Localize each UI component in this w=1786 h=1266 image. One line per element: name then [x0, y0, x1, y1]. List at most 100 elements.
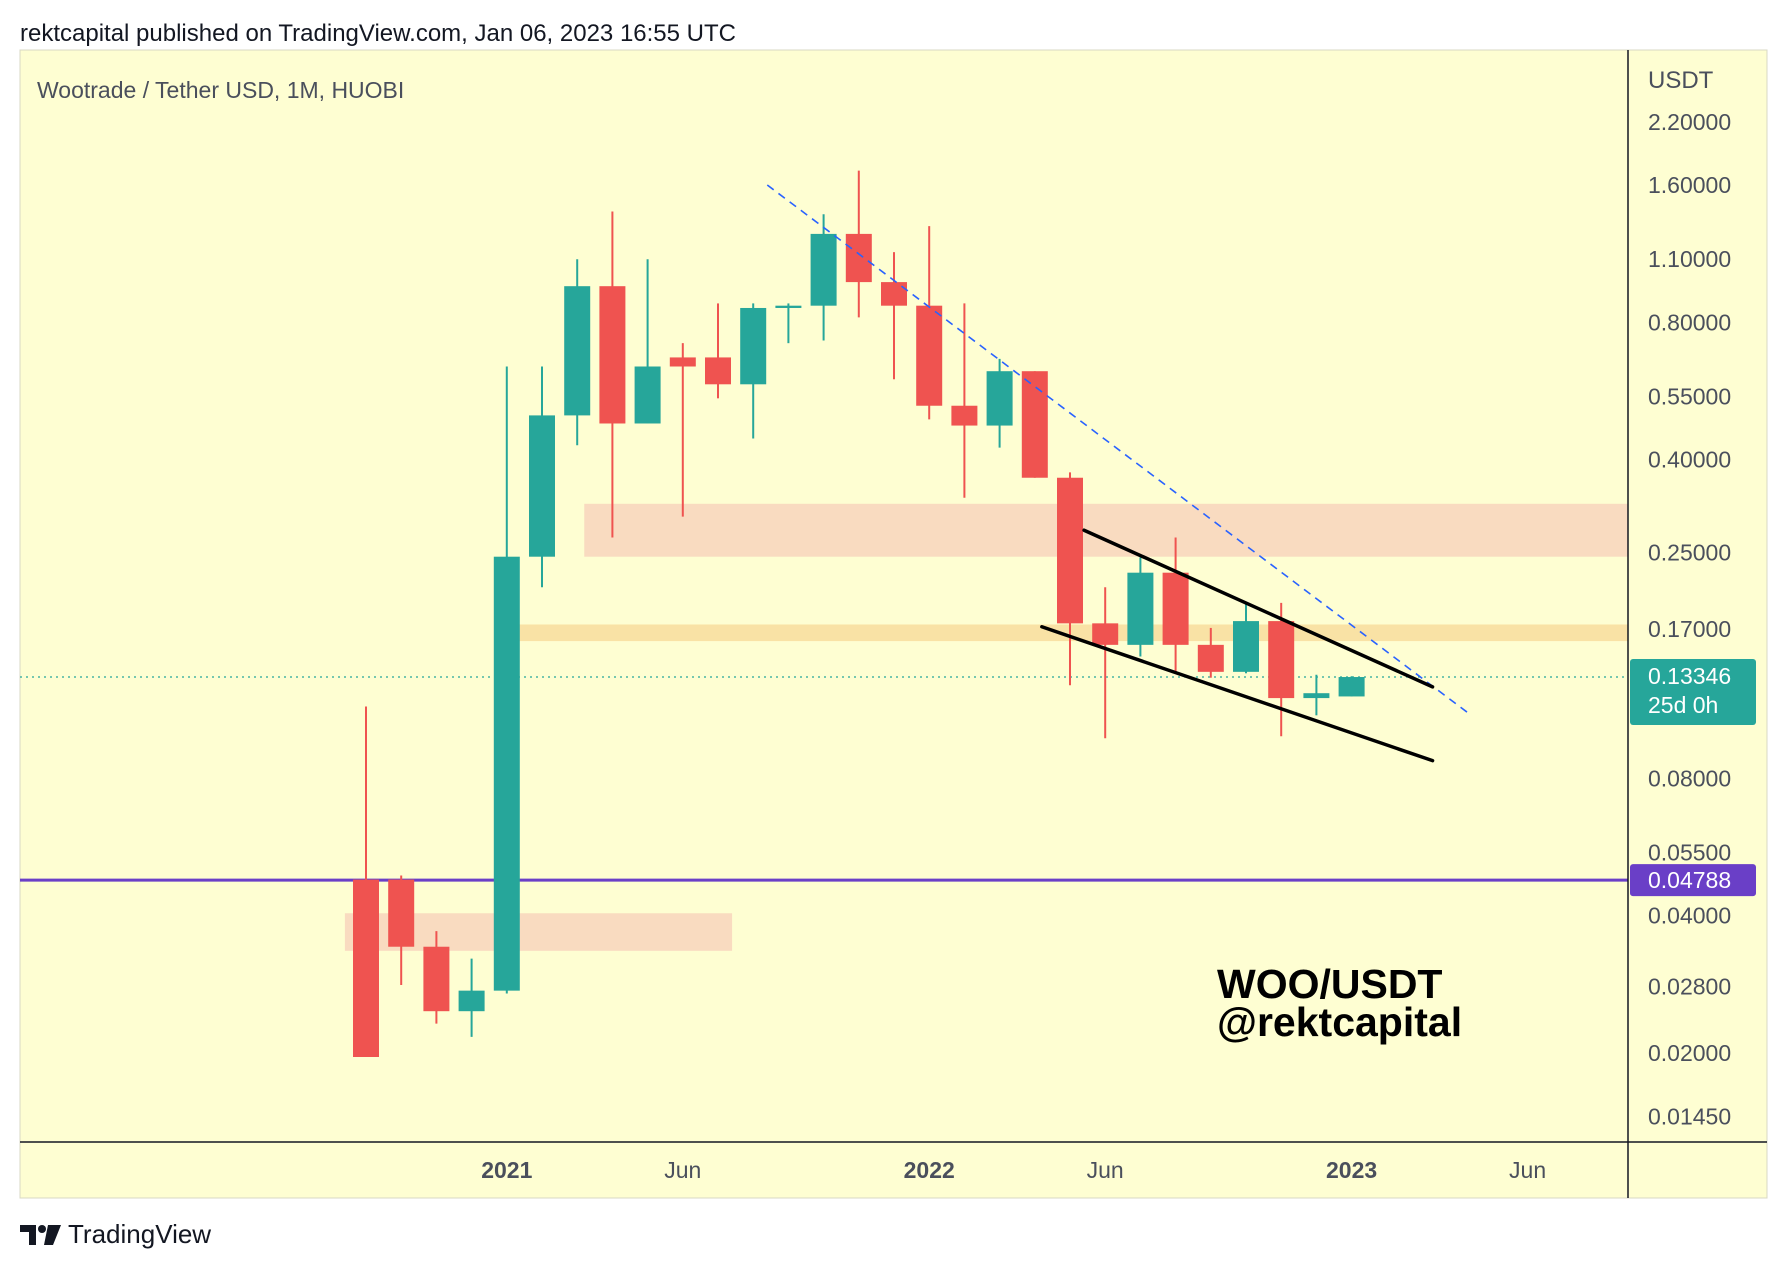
candle-body	[1021, 371, 1048, 478]
candle-2021-02	[529, 366, 555, 588]
candle-2021-12	[881, 252, 907, 380]
candle-2021-03	[564, 259, 591, 446]
last-price-badge	[1630, 659, 1756, 726]
key-level-price-text: 0.04788	[1648, 867, 1731, 893]
candle-body	[986, 371, 1013, 426]
candle-2022-07	[1127, 557, 1154, 657]
candle-2022-01	[916, 226, 943, 420]
x-tick-label: 2022	[904, 1157, 955, 1183]
candle-2021-09	[775, 303, 802, 344]
candle-body	[810, 233, 837, 306]
candle-body	[916, 305, 943, 406]
candle-2021-10	[810, 214, 837, 341]
price-labels: 0.04788 0.13346 25d 0h	[1630, 659, 1756, 897]
trendlines-layer	[766, 184, 1472, 763]
candle-2023-01	[1338, 676, 1365, 697]
x-tick-label: Jun	[1087, 1157, 1124, 1183]
price-axis[interactable]: 2.20000 1.60000 1.10000 0.80000 0.55000 0.400…	[1648, 109, 1731, 1130]
support-zone-upper	[584, 503, 1628, 557]
dashed-downtrend-line	[766, 184, 1472, 716]
candle-body	[353, 879, 379, 1058]
candle-body	[775, 305, 802, 308]
candle-2022-12	[1303, 674, 1330, 716]
candle-body	[1162, 572, 1189, 645]
tradingview-brand: TradingView	[68, 1219, 212, 1249]
candle-2021-07	[705, 303, 731, 399]
candle-2020-12	[458, 958, 485, 1037]
candle-2021-01	[493, 366, 520, 994]
candle-body	[1338, 677, 1365, 697]
candle-body	[1268, 621, 1295, 699]
candle-body	[951, 405, 978, 426]
candle-body	[388, 879, 415, 947]
wedge-lower-line	[1040, 625, 1435, 763]
y-tick-label: 1.10000	[1648, 246, 1731, 272]
footer: TradingView	[20, 1219, 211, 1250]
countdown-text: 25d 0h	[1648, 692, 1718, 718]
time-axis[interactable]: 2021 Jun 2022 Jun 2023 Jun	[481, 1157, 1546, 1183]
candle-2022-05	[1057, 472, 1083, 686]
candle-2022-11	[1268, 602, 1295, 737]
candle-body	[1127, 572, 1154, 645]
last-price-text: 0.13346	[1648, 663, 1731, 689]
candle-body	[599, 286, 626, 424]
candle-body	[1233, 621, 1259, 672]
y-tick-label: 1.60000	[1648, 172, 1731, 198]
candle-body	[564, 286, 591, 416]
chart-background	[19, 49, 1768, 1199]
candle-2022-09	[1197, 627, 1224, 678]
candle-2022-06	[1092, 587, 1119, 739]
candle-2021-05	[634, 259, 661, 424]
x-tick-label: Jun	[664, 1157, 701, 1183]
candle-2022-02	[951, 303, 978, 498]
candle-2020-09	[353, 706, 379, 1058]
annotation-pair: WOO/USDT	[1217, 961, 1442, 1007]
candle-2021-06	[669, 343, 696, 517]
x-tick-label: Jun	[1509, 1157, 1546, 1183]
candle-body	[458, 990, 485, 1012]
tradingview-logo-icon	[20, 1224, 61, 1245]
candle-2022-08	[1162, 537, 1189, 672]
y-tick-label: 0.02000	[1648, 1040, 1731, 1066]
candle-2021-11	[845, 170, 872, 318]
currency-label: USDT	[1648, 67, 1714, 94]
candle-body	[845, 233, 872, 283]
x-tick-label: 2023	[1326, 1157, 1377, 1183]
candle-2022-04	[1021, 371, 1048, 478]
y-tick-label: 2.20000	[1648, 109, 1731, 135]
y-tick-label: 0.17000	[1648, 616, 1731, 642]
candle-2021-04	[599, 211, 626, 538]
chart-title: Wootrade / Tether USD, 1M, HUOBI	[37, 77, 404, 103]
y-tick-label: 0.01450	[1648, 1104, 1731, 1130]
publisher-header: rektcapital published on TradingView.com…	[20, 20, 736, 47]
candle-2021-08	[740, 303, 767, 439]
candle-body	[529, 415, 555, 557]
y-tick-label: 0.25000	[1648, 540, 1731, 566]
y-tick-label: 0.55000	[1648, 384, 1731, 410]
candle-2022-03	[986, 358, 1013, 448]
y-tick-label: 0.04000	[1648, 903, 1731, 929]
candle-2022-10	[1233, 602, 1259, 674]
candle-2020-11	[423, 931, 450, 1024]
annotation-author: @rektcapital	[1217, 999, 1462, 1045]
y-tick-label: 0.80000	[1648, 309, 1731, 335]
candle-body	[1092, 623, 1119, 645]
candle-body	[423, 946, 450, 1012]
candle-2020-10	[388, 875, 415, 985]
y-tick-label: 0.40000	[1648, 447, 1731, 473]
candle-body	[669, 357, 696, 367]
y-tick-label: 0.08000	[1648, 765, 1731, 791]
candles-layer	[353, 170, 1365, 1058]
candle-body	[634, 366, 661, 424]
candle-body	[881, 282, 907, 306]
candle-body	[493, 556, 520, 991]
candle-body	[1197, 644, 1224, 672]
y-tick-label: 0.05500	[1648, 840, 1731, 866]
key-level-price-badge	[1630, 864, 1756, 897]
y-tick-label: 0.02800	[1648, 973, 1731, 999]
candle-body	[1057, 477, 1083, 624]
x-tick-label: 2021	[481, 1157, 532, 1183]
candle-body	[705, 357, 731, 385]
wedge-upper-line	[1082, 528, 1435, 689]
